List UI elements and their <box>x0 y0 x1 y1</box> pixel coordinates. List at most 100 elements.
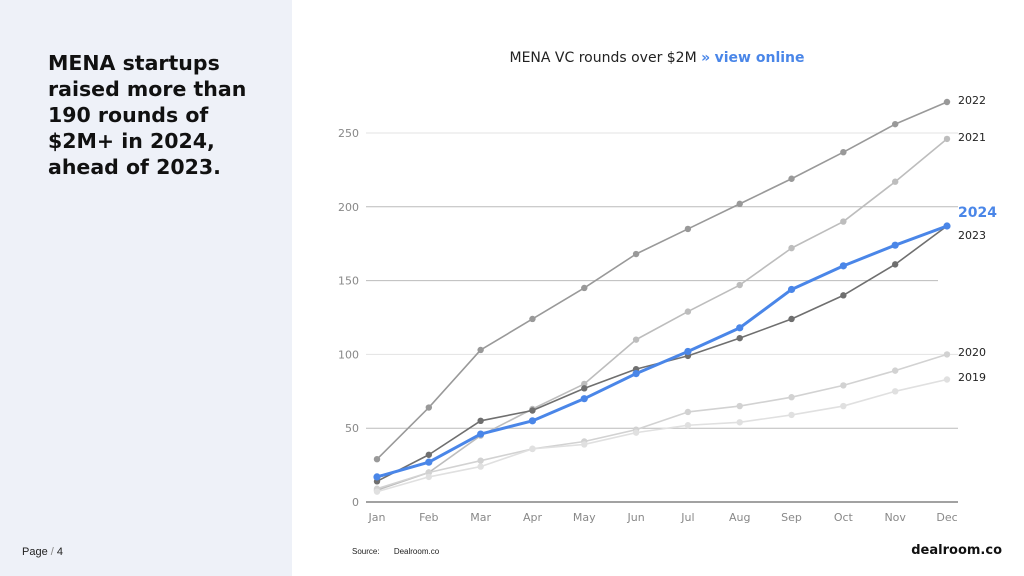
series-line-2021 <box>376 138 948 491</box>
data-point-2023 <box>788 315 795 323</box>
data-point-2022 <box>477 346 484 354</box>
page-separator: / <box>50 546 54 558</box>
double-chevron-icon: » <box>701 50 711 66</box>
x-tick-label: Aug <box>729 511 750 524</box>
x-tick-label: Feb <box>419 511 438 524</box>
y-tick-label: 250 <box>338 127 359 140</box>
data-point-2021 <box>736 281 743 289</box>
data-point-2022 <box>581 284 588 292</box>
data-point-2023 <box>736 334 743 342</box>
data-point-2021 <box>788 244 795 252</box>
data-point-2020 <box>425 469 433 476</box>
data-point-2024 <box>736 324 744 332</box>
data-point-2019 <box>684 422 692 429</box>
series-label-2020: 2020 <box>958 346 986 359</box>
data-point-2019 <box>788 411 795 419</box>
data-point-2024 <box>632 369 640 378</box>
x-tick-label: May <box>573 511 596 524</box>
data-point-2024 <box>684 347 692 356</box>
data-point-2020 <box>788 394 795 401</box>
data-point-2023 <box>425 451 433 458</box>
dealroom-logo: dealroom.co <box>911 543 1002 558</box>
source-label: Source: <box>352 547 380 556</box>
series-label-2021: 2021 <box>958 131 986 144</box>
data-point-2020 <box>891 367 899 374</box>
data-point-2024 <box>528 417 537 425</box>
x-tick-label: Dec <box>936 511 957 524</box>
page-label: Page <box>22 546 48 558</box>
data-point-2024 <box>891 241 899 249</box>
x-tick-label: Mar <box>470 511 491 524</box>
data-point-2024 <box>373 473 381 481</box>
page-number: 4 <box>56 546 64 558</box>
x-tick-label: Oct <box>834 511 854 524</box>
source-value: Dealroom.co <box>393 547 440 556</box>
headline: MENA startups raised more than 190 round… <box>48 51 247 179</box>
data-point-2022 <box>788 175 795 182</box>
x-tick-label: Jun <box>626 511 644 524</box>
data-point-2019 <box>840 402 847 410</box>
data-point-2020 <box>684 408 692 416</box>
x-tick-label: Jan <box>368 511 386 524</box>
y-tick-label: 200 <box>338 201 359 214</box>
data-point-2024 <box>839 262 847 270</box>
data-point-2020 <box>736 402 743 410</box>
data-point-2022 <box>943 98 951 106</box>
data-point-2022 <box>684 225 692 233</box>
data-point-2021 <box>684 308 692 315</box>
view-online-link[interactable]: view online <box>714 50 805 66</box>
y-tick-label: 150 <box>338 275 359 288</box>
data-point-2019 <box>477 463 484 470</box>
data-point-2020 <box>943 351 951 358</box>
data-point-2024 <box>787 285 796 294</box>
chart-title: MENA VC rounds over $2M » view online <box>0 50 1024 66</box>
data-point-2019 <box>529 445 536 453</box>
data-point-2020 <box>477 457 484 464</box>
series-line-2022 <box>376 101 948 460</box>
data-point-2019 <box>425 473 433 481</box>
data-point-2021 <box>891 178 899 185</box>
series-label-2023: 2023 <box>958 229 986 242</box>
data-point-2021 <box>581 380 588 388</box>
x-tick-label: Nov <box>884 511 906 524</box>
data-point-2019 <box>943 376 951 383</box>
chart-title-text: MENA VC rounds over $2M <box>509 50 697 66</box>
data-point-2019 <box>632 429 640 436</box>
data-point-2023 <box>840 292 847 299</box>
source-note: Source: Dealroom.co <box>352 547 439 556</box>
data-point-2023 <box>529 407 536 414</box>
data-point-2019 <box>581 441 588 448</box>
data-point-2021 <box>840 218 847 225</box>
data-point-2022 <box>632 250 640 258</box>
data-point-2022 <box>373 455 381 463</box>
data-point-2019 <box>373 488 381 495</box>
data-point-2024 <box>580 395 588 403</box>
y-tick-label: 50 <box>345 422 359 435</box>
data-point-2023 <box>477 417 484 425</box>
series-line-2019 <box>376 378 948 493</box>
data-point-2022 <box>736 200 743 208</box>
data-point-2024 <box>425 458 433 466</box>
data-point-2021 <box>632 336 640 343</box>
data-point-2023 <box>581 385 588 392</box>
y-tick-label: 0 <box>352 496 359 509</box>
series-label-2022: 2022 <box>958 94 986 107</box>
series-line-2020 <box>376 353 948 490</box>
data-point-2022 <box>891 120 899 128</box>
series-line-2024 <box>376 224 948 479</box>
data-point-2020 <box>840 382 847 389</box>
data-point-2024 <box>943 222 951 230</box>
data-point-2024 <box>477 430 485 438</box>
x-tick-label: Apr <box>523 511 543 524</box>
left-panel: MENA startups raised more than 190 round… <box>0 0 292 576</box>
series-label-2019: 2019 <box>958 371 986 384</box>
series-label-2024: 2024 <box>958 205 997 221</box>
x-tick-label: Jul <box>680 511 694 524</box>
data-point-2019 <box>891 388 899 395</box>
data-point-2022 <box>529 315 536 323</box>
data-point-2022 <box>425 404 433 411</box>
data-point-2023 <box>891 261 899 268</box>
data-point-2022 <box>840 148 847 156</box>
x-tick-label: Sep <box>781 511 802 524</box>
